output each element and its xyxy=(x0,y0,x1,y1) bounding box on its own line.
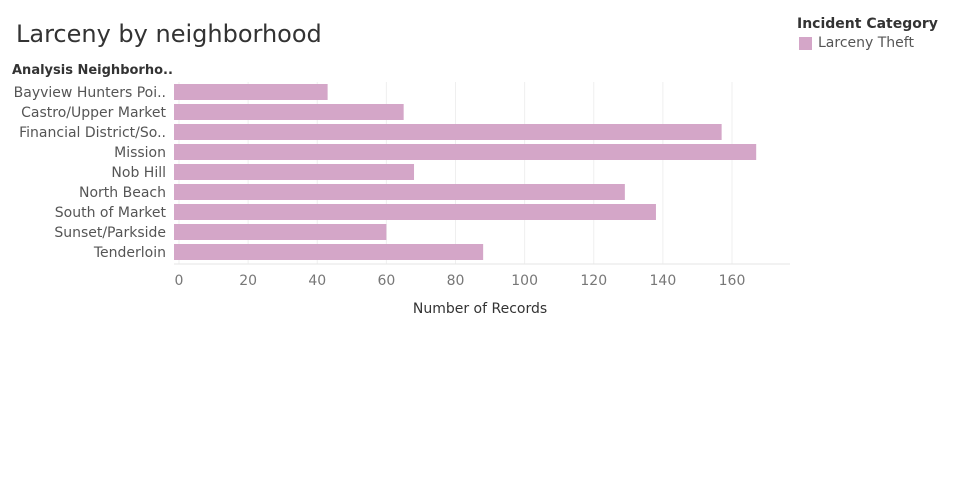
category-label: Castro/Upper Market xyxy=(21,105,166,121)
tick-label: 140 xyxy=(650,273,677,289)
tick-label: 80 xyxy=(447,273,465,289)
category-label: Mission xyxy=(114,145,166,161)
tick-label: 40 xyxy=(308,273,326,289)
x-axis-title: Number of Records xyxy=(413,301,547,317)
category-label: Sunset/Parkside xyxy=(54,225,166,241)
tick-label: 100 xyxy=(511,273,538,289)
tick-label: 160 xyxy=(719,273,746,289)
tick-label: 60 xyxy=(377,273,395,289)
category-label: Tenderloin xyxy=(93,245,166,261)
category-label: Nob Hill xyxy=(111,165,166,181)
bar[interactable] xyxy=(174,84,328,100)
legend-title: Incident Category xyxy=(797,16,938,32)
bar[interactable] xyxy=(174,104,404,120)
category-label: Financial District/So.. xyxy=(19,125,166,141)
bar[interactable] xyxy=(174,204,656,220)
bar[interactable] xyxy=(174,184,625,200)
legend-item[interactable]: Larceny Theft xyxy=(797,35,938,51)
bar[interactable] xyxy=(174,144,757,160)
legend-label: Larceny Theft xyxy=(818,35,914,51)
tick-label: 20 xyxy=(239,273,257,289)
category-label: South of Market xyxy=(55,205,167,221)
row-header[interactable]: Analysis Neighborho.. xyxy=(12,63,173,78)
bar[interactable] xyxy=(174,244,484,260)
legend-swatch xyxy=(799,36,812,50)
bar[interactable] xyxy=(174,224,387,240)
tick-label: 120 xyxy=(580,273,607,289)
legend: Incident Category Larceny Theft xyxy=(797,16,938,51)
category-label: Bayview Hunters Poi.. xyxy=(14,85,166,101)
chart-title: Larceny by neighborhood xyxy=(16,20,322,48)
bar[interactable] xyxy=(174,124,722,140)
category-label: North Beach xyxy=(79,185,166,201)
tick-label: 0 xyxy=(175,273,184,289)
bar[interactable] xyxy=(174,164,415,180)
